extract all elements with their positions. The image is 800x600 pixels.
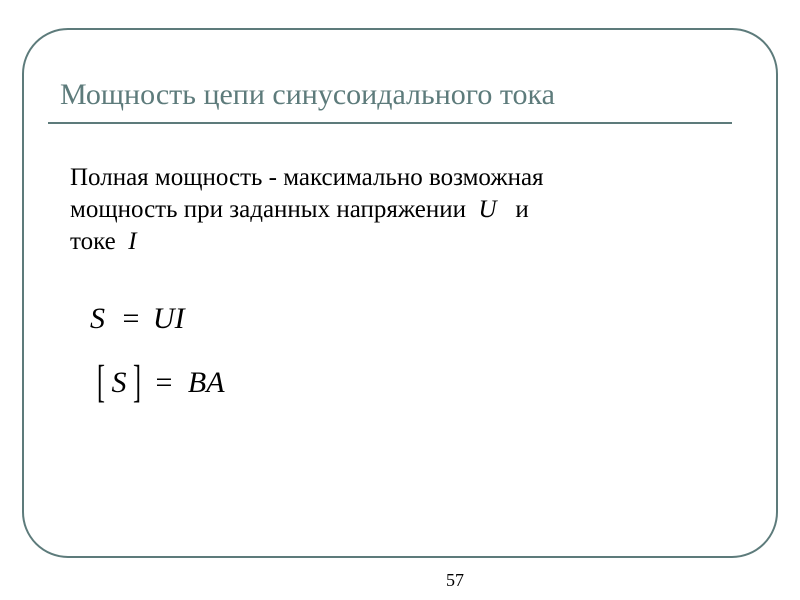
formula-s-units: [ S ] = BA	[96, 366, 225, 400]
body-line-3: токе I	[70, 226, 544, 258]
title-underline	[48, 122, 732, 124]
formula-s-ui: S = UI	[90, 302, 185, 336]
page-number: 57	[446, 570, 464, 591]
body-line-2: мощность при заданных напряжении U и	[70, 194, 544, 226]
var-I: I	[122, 228, 137, 255]
body-text: Полная мощность - максимально возможная …	[70, 162, 544, 258]
slide-title: Мощность цепи синусоидального тока	[60, 78, 555, 112]
var-U: U	[472, 196, 496, 223]
body-line-1: Полная мощность - максимально возможная	[70, 162, 544, 194]
